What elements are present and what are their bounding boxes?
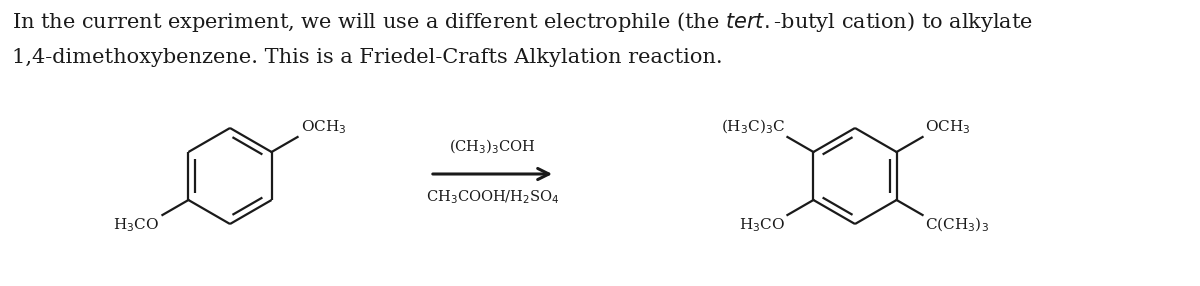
Text: C(CH$_3$)$_3$: C(CH$_3$)$_3$ [924, 216, 989, 235]
Text: OCH$_3$: OCH$_3$ [924, 118, 970, 136]
Text: In the current experiment, we will use a different electrophile (the $\it{tert.}: In the current experiment, we will use a… [12, 10, 1033, 34]
Text: (CH$_3$)$_3$COH: (CH$_3$)$_3$COH [449, 138, 536, 156]
Text: CH$_3$COOH/H$_2$SO$_4$: CH$_3$COOH/H$_2$SO$_4$ [426, 188, 559, 206]
Text: H$_3$CO: H$_3$CO [739, 216, 786, 234]
Text: OCH$_3$: OCH$_3$ [300, 118, 346, 136]
Text: H$_3$CO: H$_3$CO [113, 216, 160, 234]
Text: (H$_3$C)$_3$C: (H$_3$C)$_3$C [721, 118, 786, 136]
Text: 1,4-dimethoxybenzene. This is a Friedel-Crafts Alkylation reaction.: 1,4-dimethoxybenzene. This is a Friedel-… [12, 48, 722, 67]
